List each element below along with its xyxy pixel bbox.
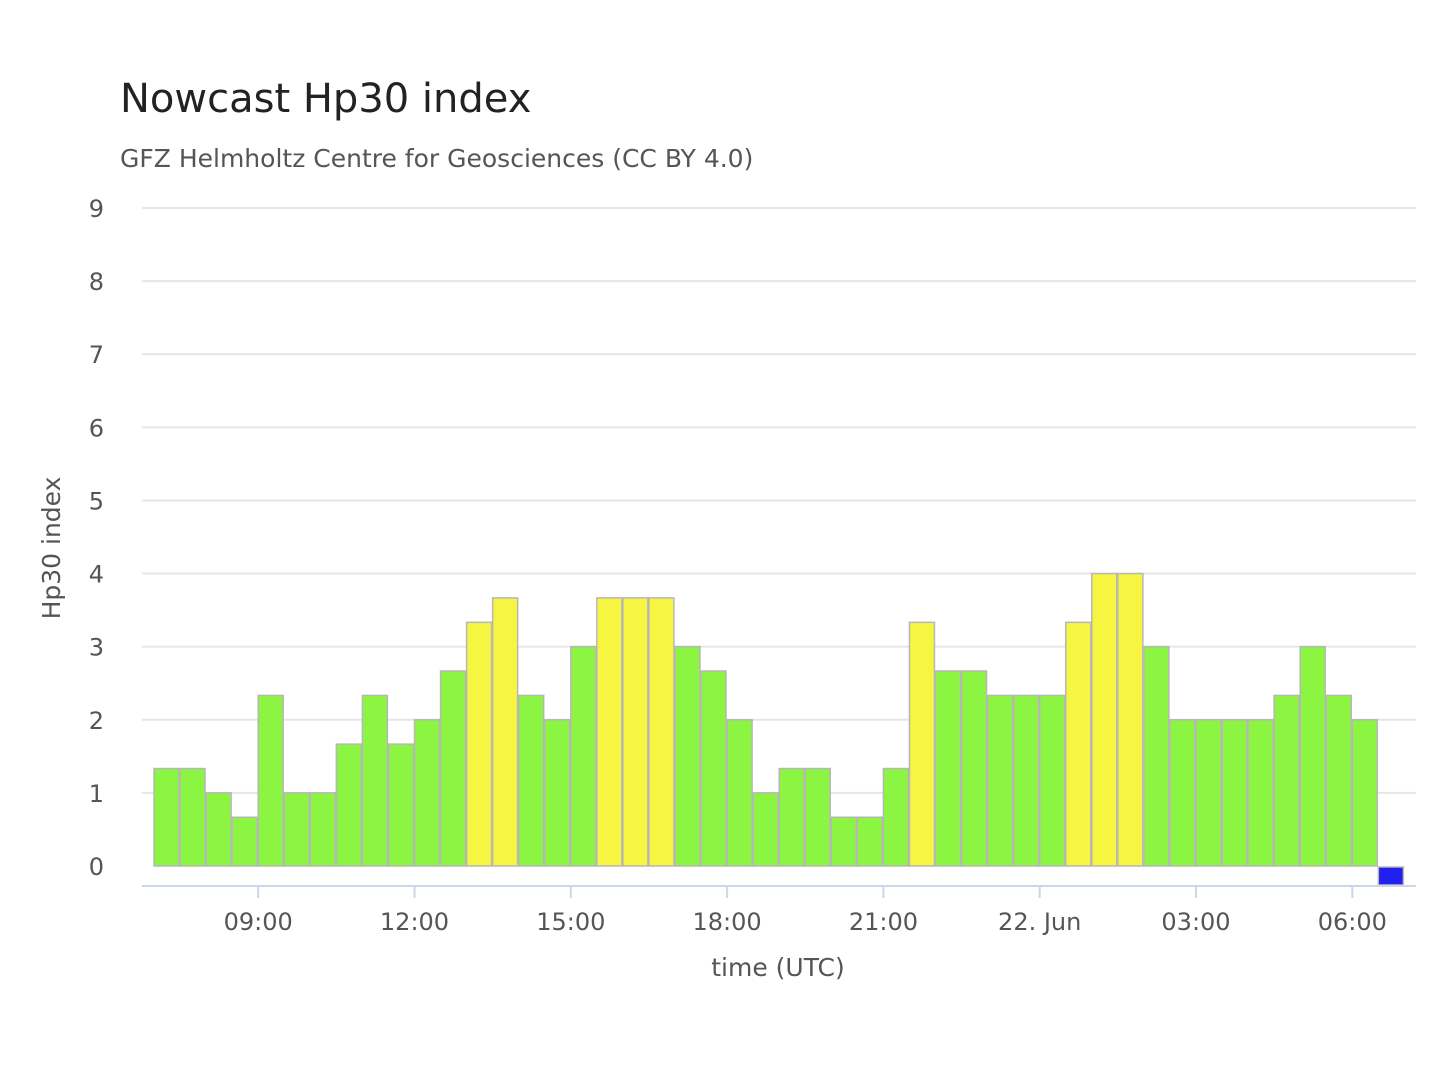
y-axis-ticks: 0 1 2 3 4 5 6 7 8 9 — [89, 195, 104, 881]
x-tick-label: 06:00 — [1318, 908, 1387, 936]
bar[interactable] — [778, 767, 805, 867]
x-tick-label: 09:00 — [224, 908, 293, 936]
bar[interactable] — [1247, 719, 1274, 867]
x-tick-label: 18:00 — [693, 908, 762, 936]
bar[interactable] — [517, 694, 545, 867]
x-tick-label: 21:00 — [849, 908, 918, 936]
y-tick-label: 9 — [89, 195, 104, 223]
x-axis: 09:00 12:00 15:00 18:00 21:00 22. Jun 03:00 06:… — [142, 885, 1416, 936]
bar[interactable] — [1377, 866, 1405, 886]
bar[interactable] — [960, 670, 988, 867]
x-tick-label: 12:00 — [380, 908, 449, 936]
bars — [153, 572, 1405, 886]
y-tick-label: 4 — [89, 561, 104, 589]
bar[interactable] — [986, 694, 1014, 867]
bar[interactable] — [179, 767, 206, 867]
bar[interactable] — [205, 792, 232, 867]
bar[interactable] — [387, 743, 415, 867]
bar[interactable] — [1143, 645, 1170, 867]
y-axis-label: Hp30 index — [37, 477, 66, 620]
y-tick-label: 6 — [89, 414, 104, 442]
bar[interactable] — [257, 694, 284, 867]
bar[interactable] — [752, 792, 779, 867]
bar[interactable] — [1117, 572, 1144, 867]
bar[interactable] — [1273, 694, 1300, 867]
x-axis-label: time (UTC) — [711, 953, 845, 982]
y-tick-label: 5 — [89, 487, 104, 515]
bar[interactable] — [153, 767, 180, 867]
bar[interactable] — [465, 621, 493, 867]
chart-title: Nowcast Hp30 index — [120, 76, 532, 122]
y-tick-label: 3 — [89, 634, 104, 662]
bar[interactable] — [830, 816, 858, 867]
bar[interactable] — [1325, 694, 1352, 867]
bar[interactable] — [1091, 572, 1118, 867]
bar[interactable] — [934, 670, 962, 867]
x-tick-label: 22. Jun — [998, 908, 1081, 936]
bar[interactable] — [596, 597, 623, 867]
bar[interactable] — [570, 645, 597, 867]
y-tick-label: 0 — [89, 853, 104, 881]
x-tick-label: 03:00 — [1161, 908, 1230, 936]
chart-subtitle: GFZ Helmholtz Centre for Geosciences (CC… — [120, 144, 754, 173]
y-tick-label: 2 — [89, 707, 104, 735]
y-tick-label: 1 — [89, 780, 104, 808]
bar[interactable] — [1195, 719, 1222, 867]
bar[interactable] — [309, 792, 337, 867]
bar[interactable] — [1169, 719, 1196, 867]
bar[interactable] — [674, 645, 701, 867]
bar[interactable] — [1299, 645, 1326, 867]
x-tick-label: 15:00 — [536, 908, 605, 936]
bar[interactable] — [491, 597, 519, 867]
bar[interactable] — [231, 816, 258, 867]
y-tick-label: 7 — [89, 341, 104, 369]
bar[interactable] — [1221, 719, 1248, 867]
bar[interactable] — [648, 597, 675, 867]
y-tick-label: 8 — [89, 268, 104, 296]
bar[interactable] — [700, 670, 727, 867]
bar[interactable] — [1038, 694, 1066, 867]
bar[interactable] — [283, 792, 310, 867]
bar[interactable] — [1065, 621, 1092, 867]
bar[interactable] — [544, 719, 571, 867]
bar[interactable] — [361, 694, 389, 867]
bar[interactable] — [726, 719, 753, 867]
bar[interactable] — [439, 670, 467, 867]
bar[interactable] — [1012, 694, 1040, 867]
grid-lines — [142, 207, 1416, 794]
bar[interactable] — [413, 719, 441, 867]
bar[interactable] — [622, 597, 649, 867]
bar[interactable] — [1351, 719, 1379, 867]
bar[interactable] — [335, 743, 363, 867]
bar[interactable] — [804, 767, 831, 867]
bar[interactable] — [856, 816, 884, 867]
bar[interactable] — [908, 621, 936, 867]
bar[interactable] — [882, 767, 910, 867]
